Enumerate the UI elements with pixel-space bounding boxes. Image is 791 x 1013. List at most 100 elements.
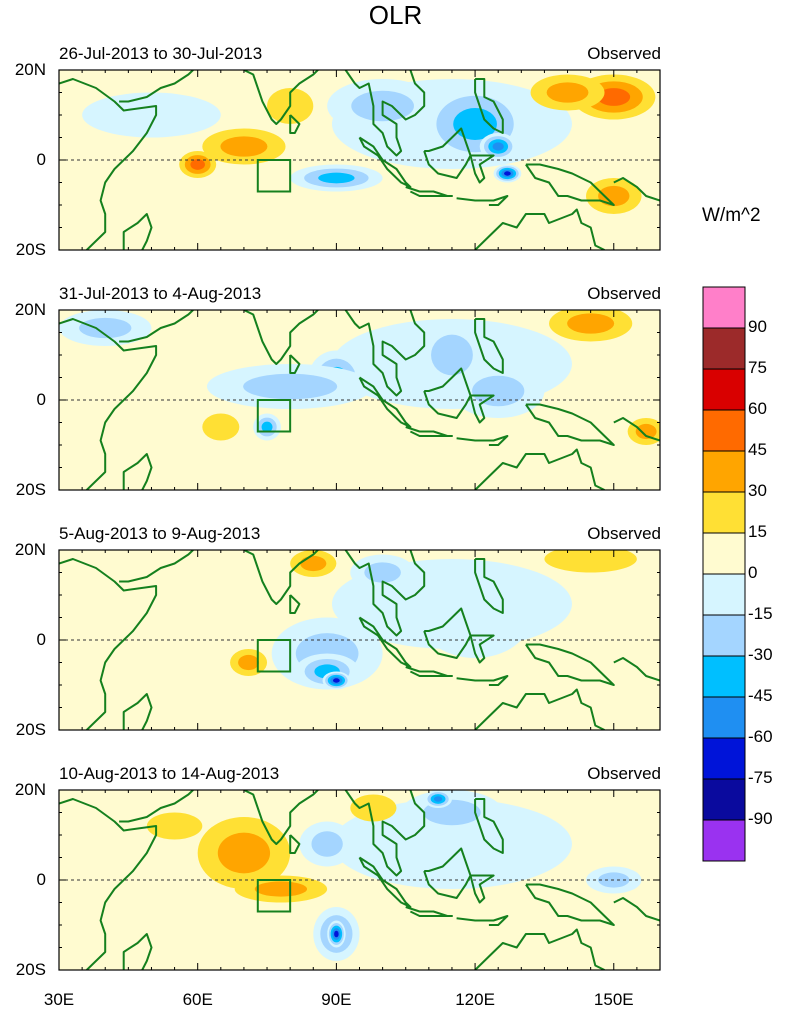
coastline: [405, 666, 453, 677]
coastline: [456, 915, 509, 926]
coastline: [423, 607, 472, 659]
colorbar-segment: [702, 778, 746, 821]
coastline: [469, 874, 495, 904]
coastline: [289, 354, 301, 374]
colorbar-segment: [702, 286, 746, 329]
colorbar-segment: [702, 327, 746, 370]
coastline: [344, 550, 426, 637]
box-region: [256, 879, 292, 913]
coastline: [525, 163, 615, 206]
anomaly-contour: [217, 832, 271, 874]
lat-tick-label: 20N: [14, 300, 46, 319]
coastline: [474, 798, 504, 854]
colorbar-segment: [702, 614, 746, 657]
anomaly-contour: [598, 185, 630, 207]
lat-tick-label: 0: [36, 150, 46, 169]
panel-period-label: 10-Aug-2013 to 14-Aug-2013: [59, 764, 280, 783]
colorbar-segment: [702, 696, 746, 739]
anomaly-contour: [243, 373, 338, 400]
lon-tick-label: 90E: [321, 990, 352, 1009]
coastline: [525, 403, 615, 446]
panel-observed-label: Observed: [587, 524, 661, 543]
coastline: [122, 933, 153, 970]
coastline: [428, 790, 431, 791]
anomaly-contour: [472, 375, 525, 407]
coastline: [344, 70, 426, 157]
panel-period-label: 26-Jul-2013 to 30-Jul-2013: [59, 44, 263, 63]
colorbar-level-label: -75: [748, 768, 773, 787]
coastline: [474, 928, 605, 970]
colorbar-segment: [702, 573, 746, 616]
coastline: [119, 310, 194, 343]
anomaly-contour: [300, 555, 327, 572]
colorbar-level-label: -90: [748, 809, 773, 828]
anomaly-contour: [332, 678, 340, 683]
coastline: [243, 550, 320, 605]
colorbar-segment: [702, 368, 746, 411]
panel-observed-label: Observed: [587, 44, 661, 63]
coastline: [423, 367, 472, 419]
anomaly-contour: [318, 172, 355, 184]
lat-tick-label: 20S: [15, 960, 46, 979]
coastline: [474, 318, 504, 374]
anomaly-contour: [334, 930, 339, 938]
panel-4: [59, 790, 660, 970]
coastline: [613, 417, 660, 442]
coastline: [613, 657, 660, 682]
colorbar-units: W/m^2: [702, 205, 761, 226]
lon-tick-label: 120E: [455, 990, 495, 1009]
anomaly-contour: [567, 313, 615, 334]
anomaly-contour: [190, 159, 205, 170]
anomaly-contour: [453, 108, 497, 140]
lat-tick-label: 20S: [15, 720, 46, 739]
anomaly-contour: [433, 796, 443, 802]
panel-2: [59, 310, 660, 490]
lat-tick-label: 20S: [15, 240, 46, 259]
coastline: [119, 70, 194, 103]
colorbar-level-label: 60: [748, 399, 767, 418]
coastline: [122, 453, 153, 490]
colorbar-level-label: 30: [748, 481, 767, 500]
coastline: [243, 70, 320, 125]
anomaly-contour: [82, 92, 221, 138]
colorbar-segment: [702, 532, 746, 575]
coastline: [289, 114, 301, 134]
coastline: [59, 558, 158, 730]
lat-tick-label: 0: [36, 630, 46, 649]
coastline: [405, 906, 453, 917]
anomaly-contour: [350, 794, 397, 822]
coastline: [469, 394, 495, 424]
anomaly-contour: [504, 171, 511, 176]
lat-tick-label: 20N: [14, 540, 46, 559]
colorbar-level-label: -30: [748, 645, 773, 664]
coastline: [456, 675, 509, 686]
panel-3: [59, 550, 660, 730]
coastline: [456, 435, 509, 446]
anomaly-contour: [364, 562, 401, 583]
coastline: [428, 550, 431, 551]
coastline: [469, 154, 495, 184]
anomaly-contour: [492, 142, 504, 151]
anomaly-contour: [220, 136, 268, 157]
coastline: [119, 550, 194, 583]
lon-tick-label: 60E: [182, 990, 213, 1009]
box-region: [256, 159, 292, 193]
chart-title: OLR: [368, 0, 423, 30]
colorbar-level-label: -45: [748, 686, 773, 705]
coastline: [344, 790, 426, 877]
colorbar-segment: [702, 819, 746, 862]
coastline: [525, 643, 615, 686]
lon-tick-label: 30E: [43, 990, 75, 1009]
coastline: [289, 594, 301, 614]
coastline: [358, 136, 412, 188]
lat-tick-label: 0: [36, 390, 46, 409]
coastline: [119, 790, 194, 823]
anomaly-contour: [146, 812, 203, 840]
coastline: [525, 883, 615, 926]
box-region: [256, 399, 292, 433]
anomaly-contour: [202, 413, 240, 441]
box-region: [256, 639, 292, 673]
colorbar-segment: [702, 409, 746, 452]
anomaly-contour: [546, 82, 589, 103]
